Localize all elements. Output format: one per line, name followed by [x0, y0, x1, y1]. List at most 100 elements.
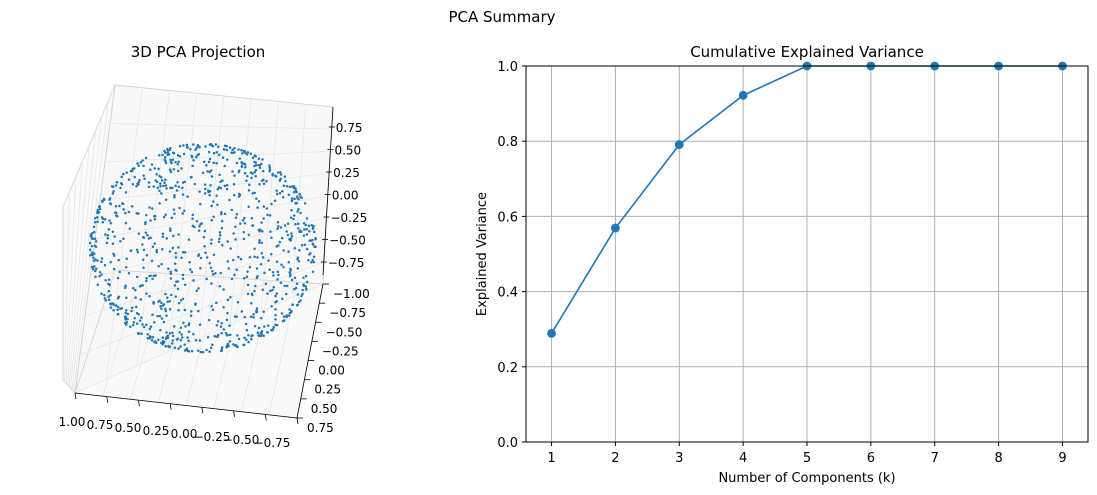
pane-gridline	[71, 115, 103, 390]
y-tick-label: 0.00	[318, 364, 345, 378]
scatter3d-point	[166, 151, 170, 154]
scatter3d-point	[310, 260, 313, 264]
scatter3d-point	[107, 228, 111, 231]
scatter3d-point	[163, 181, 166, 184]
scatter3d-point	[300, 196, 303, 199]
scatter3d-point	[275, 260, 279, 264]
scatter3d-point	[161, 247, 164, 251]
scatter3d-point	[142, 325, 146, 329]
scatter3d-point	[244, 163, 247, 166]
scatter3d-point	[98, 275, 101, 278]
scatter3d-point	[171, 158, 175, 162]
scatter3d-point	[164, 178, 167, 182]
scatter3d-point	[159, 328, 162, 332]
scatter3d-point	[195, 220, 199, 223]
scatter3d-point	[303, 202, 307, 205]
y-tick-label: 0.4	[497, 286, 518, 301]
scatter3d-point	[291, 303, 294, 307]
scatter3d-point	[204, 251, 207, 254]
scatter3d-point	[133, 317, 136, 320]
scatter3d-point	[274, 313, 277, 317]
scatter3d-point	[235, 315, 238, 318]
scatter3d-point	[253, 170, 256, 174]
scatter3d-point	[179, 326, 183, 330]
scatter3d-point	[166, 153, 170, 157]
scatter3d-point	[219, 271, 222, 275]
pane-gridline	[84, 239, 326, 317]
scatter3d-points	[88, 142, 317, 354]
scatter3d-point	[296, 293, 300, 296]
scatter3d-point	[260, 241, 263, 245]
scatter3d-point	[197, 229, 201, 232]
scatter3d-point	[226, 240, 229, 243]
scatter3d-point	[208, 194, 211, 197]
scatter3d-point	[167, 345, 170, 348]
scatter3d-point	[284, 180, 287, 183]
scatter3d-point	[172, 208, 176, 211]
y-axis-line	[296, 283, 324, 419]
scatter3d-point	[268, 166, 271, 169]
scatter3d-point	[168, 250, 172, 253]
scatter3d-point	[256, 256, 259, 259]
scatter3d-point	[287, 250, 290, 253]
scatter3d-point	[195, 146, 198, 149]
scatter3d-point	[162, 215, 166, 219]
scatter3d-point	[261, 158, 264, 161]
x-tick-label: 9	[1058, 451, 1066, 466]
scatter3d-point	[173, 195, 176, 199]
scatter3d-point	[101, 220, 105, 224]
scatter3d-point	[265, 207, 269, 210]
scatter3d-point	[241, 219, 245, 222]
scatter3d-point	[297, 259, 301, 263]
scatter3d-point	[215, 162, 218, 165]
scatter3d-point	[112, 252, 115, 256]
scatter3d-point	[294, 187, 297, 190]
scatter3d-point	[210, 238, 213, 242]
scatter3d-point	[114, 205, 118, 208]
scatter3d-point	[247, 205, 250, 209]
scatter3d-point	[209, 346, 213, 350]
scatter3d-point	[302, 221, 306, 225]
scatter3d-point	[166, 147, 169, 151]
scatter3d-point	[105, 241, 109, 245]
scatter3d-point	[243, 149, 246, 153]
scatter3d-point	[250, 292, 254, 296]
pca-3d-scatter-axes: 3D PCA Projection 1.00 0.75 0.50 0.25 0.00−0…	[59, 43, 370, 450]
scatter3d-point	[197, 309, 200, 313]
scatter3d-point	[160, 262, 163, 266]
scatter3d-point	[262, 169, 265, 173]
scatter3d-point	[268, 268, 271, 271]
scatter3d-point	[221, 156, 225, 159]
scatter3d-point	[272, 325, 275, 329]
scatter3d-point	[152, 301, 155, 304]
scatter3d-point	[148, 335, 152, 338]
scatter3d-point	[217, 240, 221, 244]
scatter3d-point	[290, 309, 293, 313]
scatter3d-point	[296, 257, 299, 261]
scatter3d-point	[94, 269, 97, 273]
scatter3d-point	[195, 155, 198, 159]
scatter3d-point	[254, 174, 257, 178]
scatter3d-point	[179, 299, 183, 302]
scatter3d-point	[288, 271, 291, 274]
scatter3d-point	[226, 298, 230, 302]
scatter3d-point	[311, 258, 314, 262]
scatter3d-point	[119, 186, 122, 190]
scatter3d-point	[189, 314, 193, 318]
scatter3d-point	[282, 196, 285, 199]
scatter3d-point	[127, 210, 131, 214]
scatter3d-point	[258, 183, 261, 186]
scatter3d-point	[243, 315, 246, 319]
scatter3d-point	[179, 338, 183, 342]
scatter3d-point	[252, 313, 255, 316]
scatter3d-point	[181, 277, 185, 281]
scatter3d-point	[204, 187, 207, 191]
scatter3d-floor-pane	[74, 269, 324, 419]
scatter3d-point	[236, 301, 240, 304]
scatter3d-point	[244, 166, 247, 169]
scatter3d-point	[283, 224, 287, 227]
scatter3d-point	[123, 321, 127, 325]
scatter3d-point	[255, 197, 258, 200]
scatter3d-title: 3D PCA Projection	[131, 43, 266, 61]
